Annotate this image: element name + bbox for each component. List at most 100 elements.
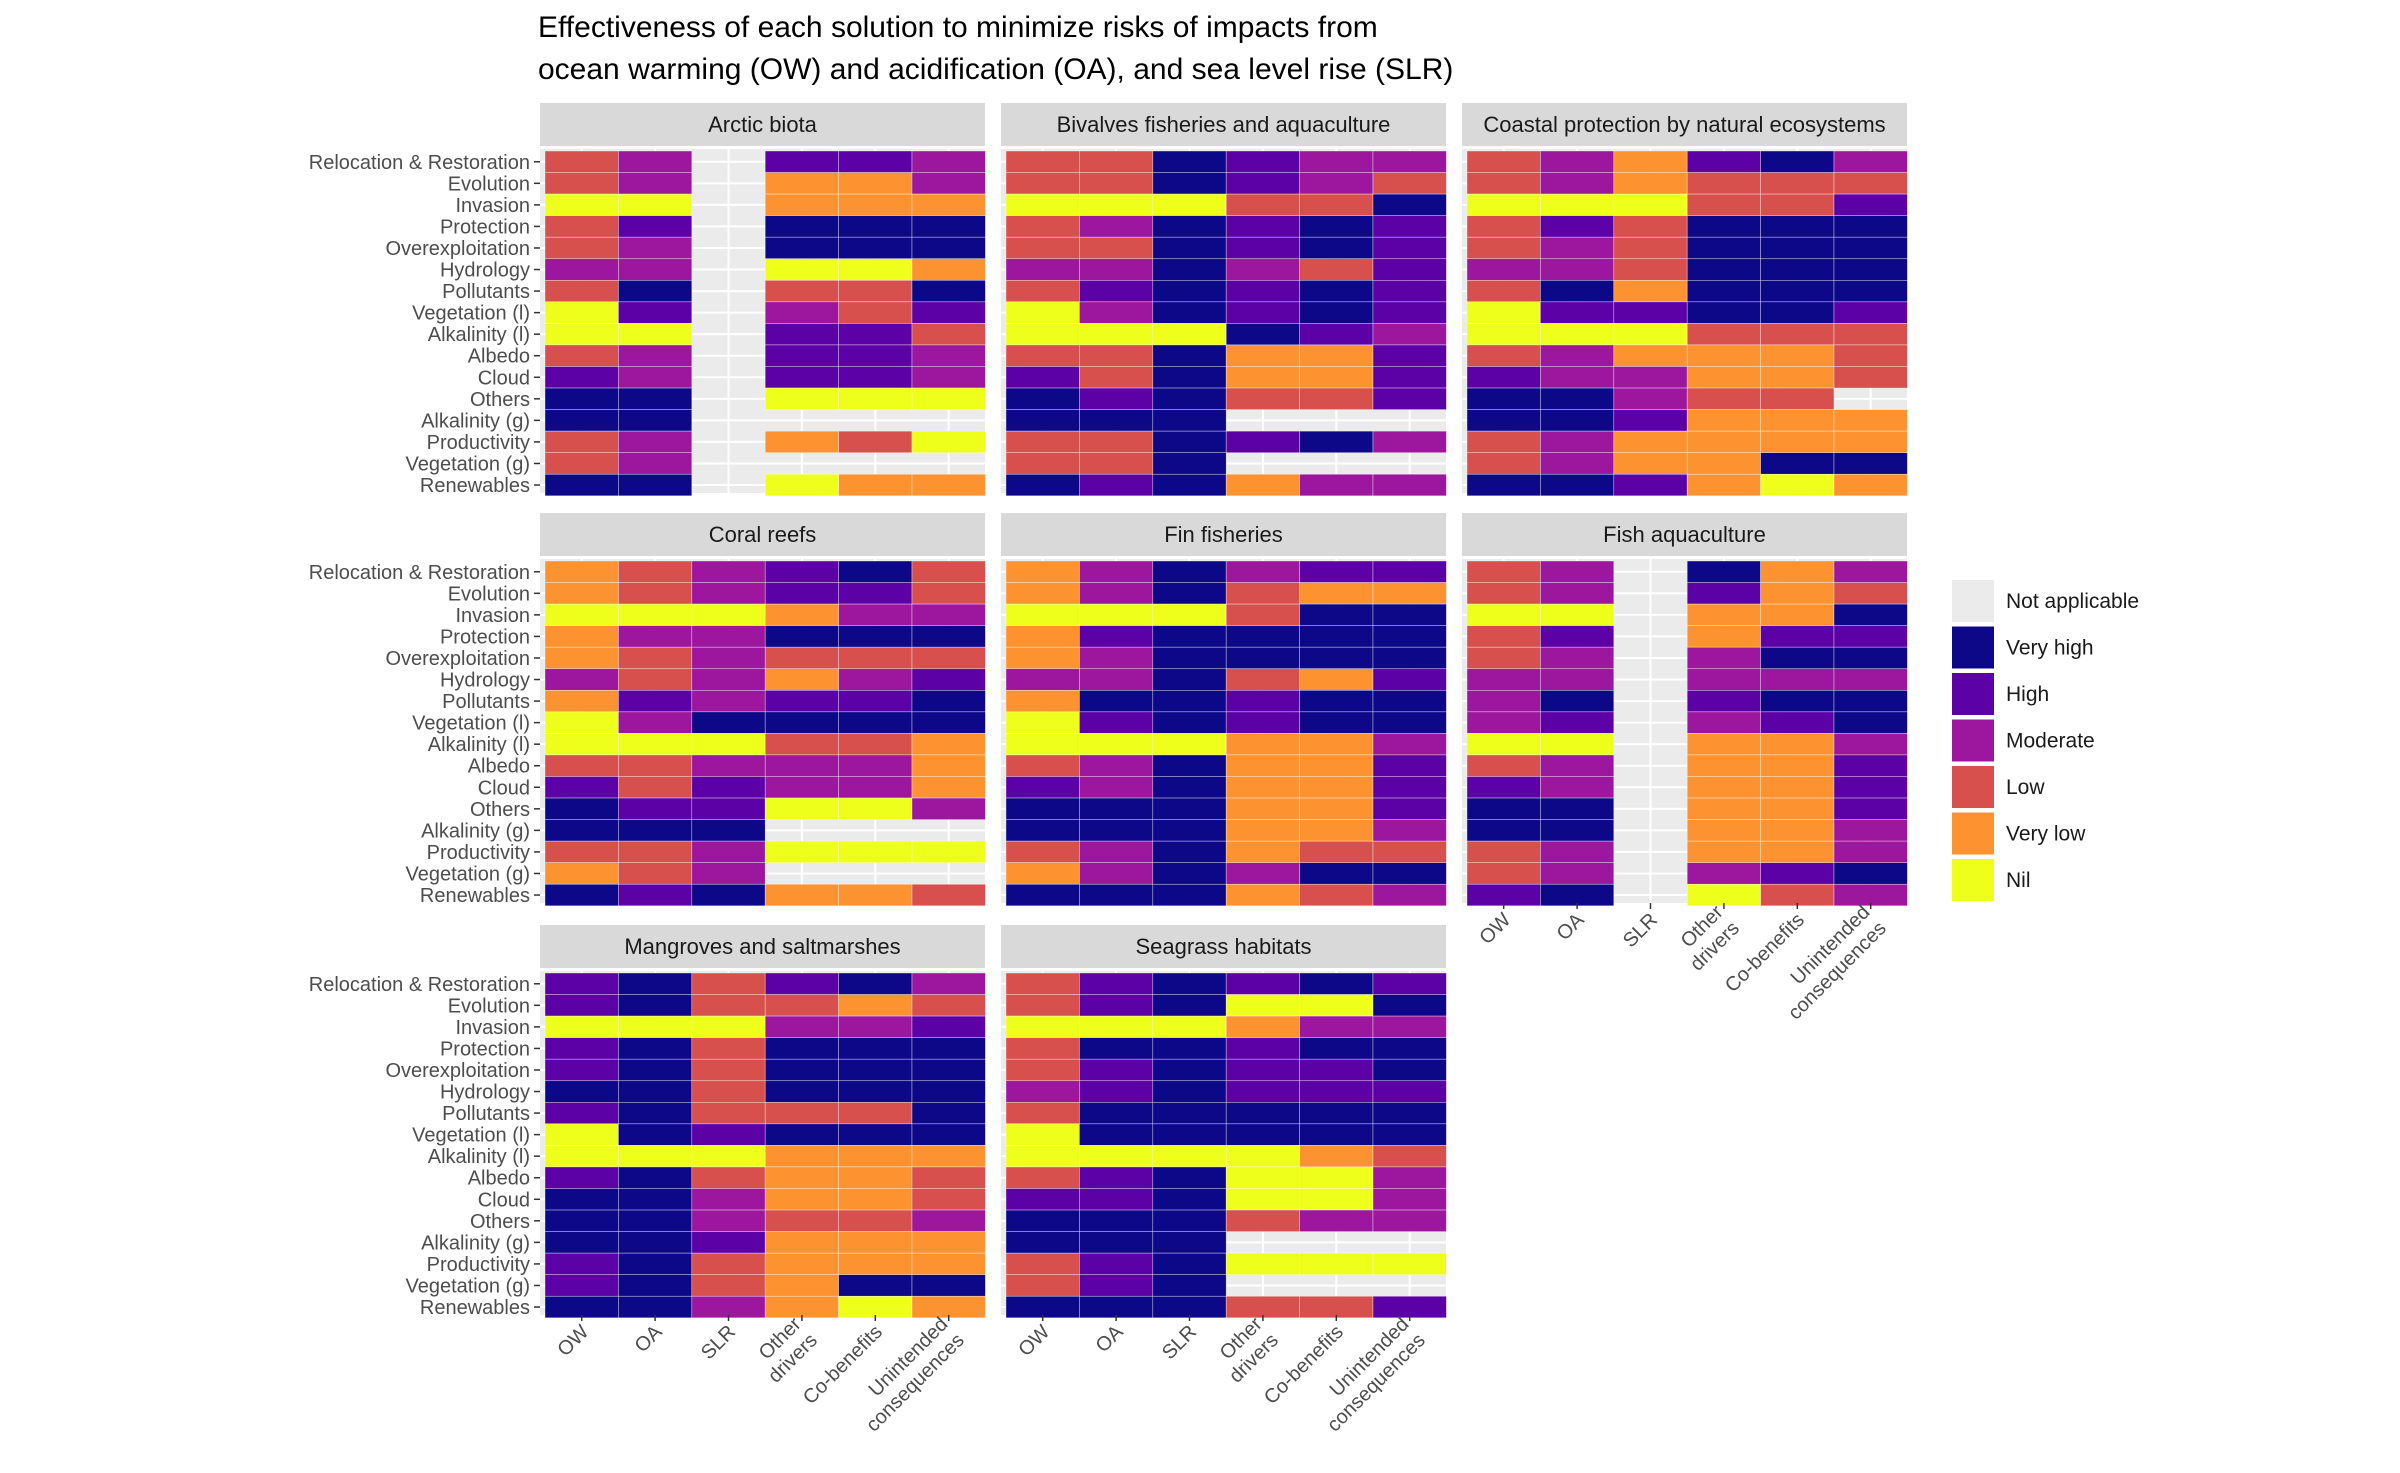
heatmap-cell — [618, 323, 693, 346]
chart-title-line-2: ocean warming (OW) and acidification (OA… — [538, 53, 1453, 86]
heatmap-cell — [1152, 883, 1227, 907]
heatmap-cell — [1225, 323, 1300, 346]
heatmap-cell — [1372, 258, 1447, 281]
heatmap-cell — [838, 258, 913, 281]
heatmap-cell — [691, 994, 766, 1017]
heatmap-cell — [1225, 1252, 1300, 1276]
heatmap-cell — [1299, 840, 1374, 864]
heatmap-cell — [544, 1209, 619, 1232]
panel-strip — [1001, 925, 1446, 968]
x-tick-label: OW — [1014, 1321, 1054, 1361]
heatmap-cell — [1079, 301, 1154, 324]
heatmap-cell — [838, 582, 913, 605]
heatmap-cell — [1466, 819, 1541, 842]
heatmap-cell — [691, 1080, 766, 1103]
heatmap-cell — [1079, 1015, 1154, 1038]
y-tick-label: Invasion — [456, 195, 531, 217]
heatmap-cell — [618, 582, 693, 605]
heatmap-cell — [691, 1166, 766, 1189]
heatmap-cell — [1760, 344, 1835, 367]
panel-strip — [540, 103, 985, 146]
heatmap-cell — [1079, 387, 1154, 410]
heatmap-cell — [1079, 150, 1154, 173]
heatmap-cell — [1613, 409, 1688, 432]
heatmap-cell — [1760, 172, 1835, 195]
heatmap-cell — [618, 215, 693, 238]
heatmap-cell — [1005, 1145, 1080, 1168]
heatmap-cell — [911, 972, 986, 995]
heatmap-cell — [764, 840, 839, 864]
heatmap-cell — [618, 258, 693, 281]
legend-swatch — [1952, 859, 1994, 901]
heatmap-cell — [1833, 862, 1908, 885]
heatmap-cell — [618, 1209, 693, 1232]
heatmap-cell — [764, 258, 839, 281]
heatmap-cell — [1299, 668, 1374, 691]
heatmap-cell — [544, 776, 619, 799]
heatmap-cell — [911, 193, 986, 216]
heatmap-cell — [1079, 258, 1154, 281]
heatmap-cell — [1540, 754, 1615, 777]
heatmap-cell — [1152, 172, 1227, 195]
heatmap-cell — [838, 646, 913, 670]
heatmap-cell — [838, 668, 913, 691]
heatmap-cell — [1760, 603, 1835, 626]
y-tick-label: Protection — [440, 626, 530, 648]
heatmap-cell — [838, 1252, 913, 1276]
heatmap-cell — [1152, 1080, 1227, 1103]
heatmap-cell — [911, 1102, 986, 1125]
heatmap-cell — [911, 883, 986, 907]
heatmap-cell — [1760, 711, 1835, 734]
heatmap-cell — [1225, 1102, 1300, 1125]
y-tick-label: Protection — [440, 216, 530, 238]
heatmap-cell — [1833, 819, 1908, 842]
heatmap-cell — [1005, 1252, 1080, 1276]
heatmap-cell — [1005, 1102, 1080, 1125]
heatmap-cell — [1079, 994, 1154, 1017]
heatmap-cell — [911, 387, 986, 410]
heatmap-cell — [1613, 193, 1688, 216]
heatmap-cell — [1299, 733, 1374, 756]
heatmap-cell — [1225, 301, 1300, 324]
heatmap-cell — [1686, 862, 1761, 885]
heatmap-cell — [544, 1295, 619, 1319]
heatmap-cell — [1686, 323, 1761, 346]
heatmap-cell — [1005, 819, 1080, 842]
heatmap-cell — [911, 1295, 986, 1319]
heatmap-cell — [1466, 301, 1541, 324]
heatmap-cell — [544, 1123, 619, 1146]
heatmap-cell — [618, 972, 693, 995]
panel-strip — [1001, 513, 1446, 556]
y-tick-label: Vegetation (g) — [405, 863, 530, 885]
heatmap-cell — [1760, 582, 1835, 605]
heatmap-cell — [544, 689, 619, 713]
heatmap-cell — [1833, 430, 1908, 453]
heatmap-cell — [1079, 883, 1154, 907]
legend-label: Nil — [2006, 869, 2031, 892]
y-tick-label: Overexploitation — [385, 648, 530, 670]
heatmap-cell — [1372, 972, 1447, 995]
heatmap-cell — [1299, 711, 1374, 734]
y-tick-label: Vegetation (g) — [405, 453, 530, 475]
heatmap-cell — [1079, 819, 1154, 842]
heatmap-cell — [1079, 754, 1154, 777]
y-tick-label: Hydrology — [440, 670, 530, 692]
heatmap-cell — [1613, 344, 1688, 367]
heatmap-cell — [1225, 236, 1300, 260]
heatmap-cell — [1079, 776, 1154, 799]
heatmap-cell — [838, 972, 913, 995]
heatmap-cell — [1466, 430, 1541, 453]
legend-swatch — [1952, 580, 1994, 622]
heatmap-cell — [1372, 668, 1447, 691]
heatmap-cell — [1540, 646, 1615, 670]
heatmap-cell — [1760, 733, 1835, 756]
heatmap-cell — [1540, 862, 1615, 885]
heatmap-cell — [618, 603, 693, 626]
legend-swatch — [1952, 626, 1994, 669]
heatmap-cell — [1299, 582, 1374, 605]
heatmap-cell — [618, 473, 693, 497]
heatmap-cell — [618, 301, 693, 324]
heatmap-cell — [838, 1058, 913, 1082]
heatmap-cell — [1372, 862, 1447, 885]
heatmap-cell — [764, 193, 839, 216]
